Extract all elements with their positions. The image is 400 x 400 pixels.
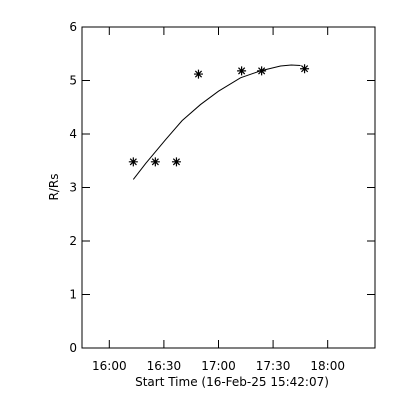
asterisk-marker <box>171 157 181 167</box>
x-tick-label: 17:00 <box>201 359 236 373</box>
y-tick-label: 0 <box>69 341 77 355</box>
plot-frame <box>81 26 376 349</box>
x-tick-label: 16:30 <box>147 359 182 373</box>
asterisk-marker <box>237 66 247 76</box>
y-tick-label: 4 <box>69 127 77 141</box>
asterisk-marker <box>128 157 138 167</box>
y-axis-label: R/Rs <box>47 174 61 201</box>
asterisk-marker <box>300 64 310 74</box>
x-tick-label: 17:30 <box>256 359 291 373</box>
asterisk-marker <box>150 157 160 167</box>
y-tick-label: 2 <box>69 234 77 248</box>
x-axis-label: Start Time (16-Feb-25 15:42:07) <box>135 375 329 389</box>
fit-curve <box>132 64 301 180</box>
y-tick-label: 3 <box>69 181 77 195</box>
y-tick-label: 5 <box>69 74 77 88</box>
y-tick-label: 1 <box>69 288 77 302</box>
asterisk-marker <box>193 69 203 79</box>
y-tick-label: 6 <box>69 20 77 34</box>
x-tick-label: 16:00 <box>92 359 127 373</box>
x-tick-label: 18:00 <box>310 359 345 373</box>
